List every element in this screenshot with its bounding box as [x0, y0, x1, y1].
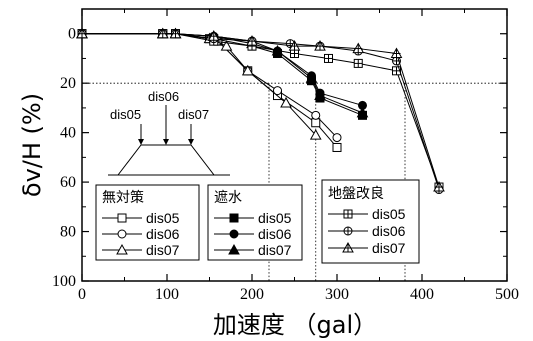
inset-arrowhead-dis05 — [138, 139, 144, 145]
series-2-dis07 — [76, 27, 445, 192]
x-tick-label: 0 — [78, 286, 86, 303]
marker-circle — [332, 133, 342, 143]
marker-triangle — [314, 89, 326, 101]
marker-square — [117, 213, 127, 223]
x-tick-label: 500 — [495, 286, 519, 303]
x-tick-label: 200 — [240, 286, 264, 303]
marker-triangle — [356, 106, 369, 118]
legend-box — [207, 184, 303, 261]
inset-arrowhead-dis07 — [188, 139, 194, 145]
marker-triangle — [280, 96, 292, 108]
marker-triangle — [228, 243, 240, 255]
y-tick-label: 100 — [52, 273, 76, 290]
legend-box — [321, 179, 420, 264]
legend-label: dis05 — [258, 210, 292, 226]
y-tick-label: 40 — [60, 125, 76, 142]
marker-square — [229, 213, 239, 223]
marker-square — [311, 118, 321, 128]
marker-circle — [117, 229, 127, 239]
marker-triangle — [305, 72, 318, 83]
marker-triangle — [116, 243, 128, 255]
marker-circle — [311, 110, 321, 120]
inset-label-dis06: dis06 — [148, 89, 179, 104]
legend-label: dis05 — [146, 210, 180, 226]
legend-label: dis06 — [146, 226, 180, 242]
legend-label: dis07 — [372, 240, 406, 256]
axis-ticks — [81, 9, 508, 282]
y-tick-label: 60 — [60, 174, 76, 191]
y-tick-label: 0 — [68, 26, 76, 43]
x-tick-label: 400 — [410, 286, 434, 303]
inset-label-dis07: dis07 — [178, 107, 209, 122]
inset-arrowhead-dis06 — [163, 139, 169, 145]
series-0-dis05 — [77, 29, 342, 152]
marker-circle — [229, 229, 239, 239]
inset-diagram: dis05 dis06 dis07 — [108, 89, 230, 176]
y-tick-label: 20 — [60, 75, 76, 92]
marker-triangle — [309, 129, 322, 140]
embankment-shape — [116, 144, 216, 176]
legend-label: dis07 — [258, 242, 292, 258]
marker-circle — [273, 86, 282, 96]
marker-square — [332, 142, 342, 152]
series-line — [82, 33, 440, 188]
inset-label-dis05: dis05 — [110, 107, 141, 122]
legend-title: 無対策 — [102, 189, 144, 206]
y-tick-label: 80 — [60, 224, 76, 241]
legend-title: 遮水 — [214, 190, 242, 206]
x-axis-title: 加速度 （gal） — [213, 311, 377, 339]
y-axis-title: δv/H (%) — [18, 93, 46, 197]
series-layer — [76, 27, 445, 195]
legend-title: 地盤改良 — [328, 186, 384, 202]
x-tick-label: 300 — [325, 286, 349, 303]
legend-label: dis07 — [146, 242, 180, 258]
marker-triangle — [220, 40, 233, 51]
legend-label: dis06 — [372, 223, 406, 239]
legend-label: dis06 — [258, 226, 292, 242]
legend-box — [95, 184, 200, 261]
x-tick-label: 100 — [155, 286, 179, 303]
legend-label: dis05 — [372, 206, 406, 222]
marker-triangle — [241, 64, 254, 76]
